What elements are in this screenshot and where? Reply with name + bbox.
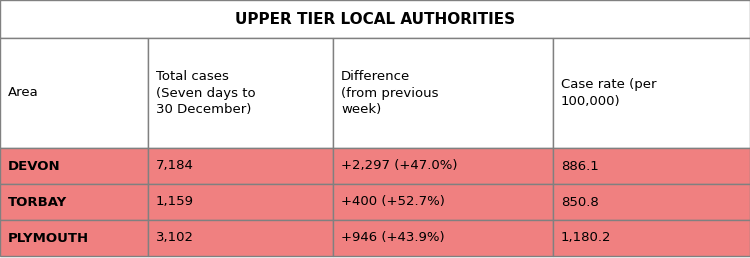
- Bar: [0, 38, 148, 148]
- Bar: [148, 184, 333, 220]
- Text: Case rate (per
100,000): Case rate (per 100,000): [561, 78, 656, 108]
- Text: Total cases
(Seven days to
30 December): Total cases (Seven days to 30 December): [156, 70, 256, 116]
- Text: 1,180.2: 1,180.2: [561, 231, 611, 245]
- Bar: [0, 184, 148, 220]
- Text: Area: Area: [8, 86, 39, 100]
- Text: 7,184: 7,184: [156, 159, 194, 173]
- Text: 3,102: 3,102: [156, 231, 194, 245]
- Bar: [553, 38, 750, 148]
- Bar: [333, 184, 553, 220]
- Text: UPPER TIER LOCAL AUTHORITIES: UPPER TIER LOCAL AUTHORITIES: [235, 12, 515, 27]
- Text: PLYMOUTH: PLYMOUTH: [8, 231, 89, 245]
- Text: DEVON: DEVON: [8, 159, 61, 173]
- Bar: [333, 220, 553, 256]
- Bar: [148, 38, 333, 148]
- Text: +400 (+52.7%): +400 (+52.7%): [341, 196, 445, 208]
- Text: TORBAY: TORBAY: [8, 196, 68, 208]
- Bar: [148, 148, 333, 184]
- Text: 886.1: 886.1: [561, 159, 598, 173]
- Bar: [0, 220, 148, 256]
- Bar: [333, 148, 553, 184]
- Text: Difference
(from previous
week): Difference (from previous week): [341, 70, 439, 116]
- Text: 850.8: 850.8: [561, 196, 598, 208]
- Bar: [0, 0, 750, 38]
- Text: 1,159: 1,159: [156, 196, 194, 208]
- Bar: [553, 148, 750, 184]
- Text: +2,297 (+47.0%): +2,297 (+47.0%): [341, 159, 458, 173]
- Bar: [333, 38, 553, 148]
- Bar: [0, 148, 148, 184]
- Bar: [553, 184, 750, 220]
- Text: +946 (+43.9%): +946 (+43.9%): [341, 231, 445, 245]
- Bar: [148, 220, 333, 256]
- Bar: [553, 220, 750, 256]
